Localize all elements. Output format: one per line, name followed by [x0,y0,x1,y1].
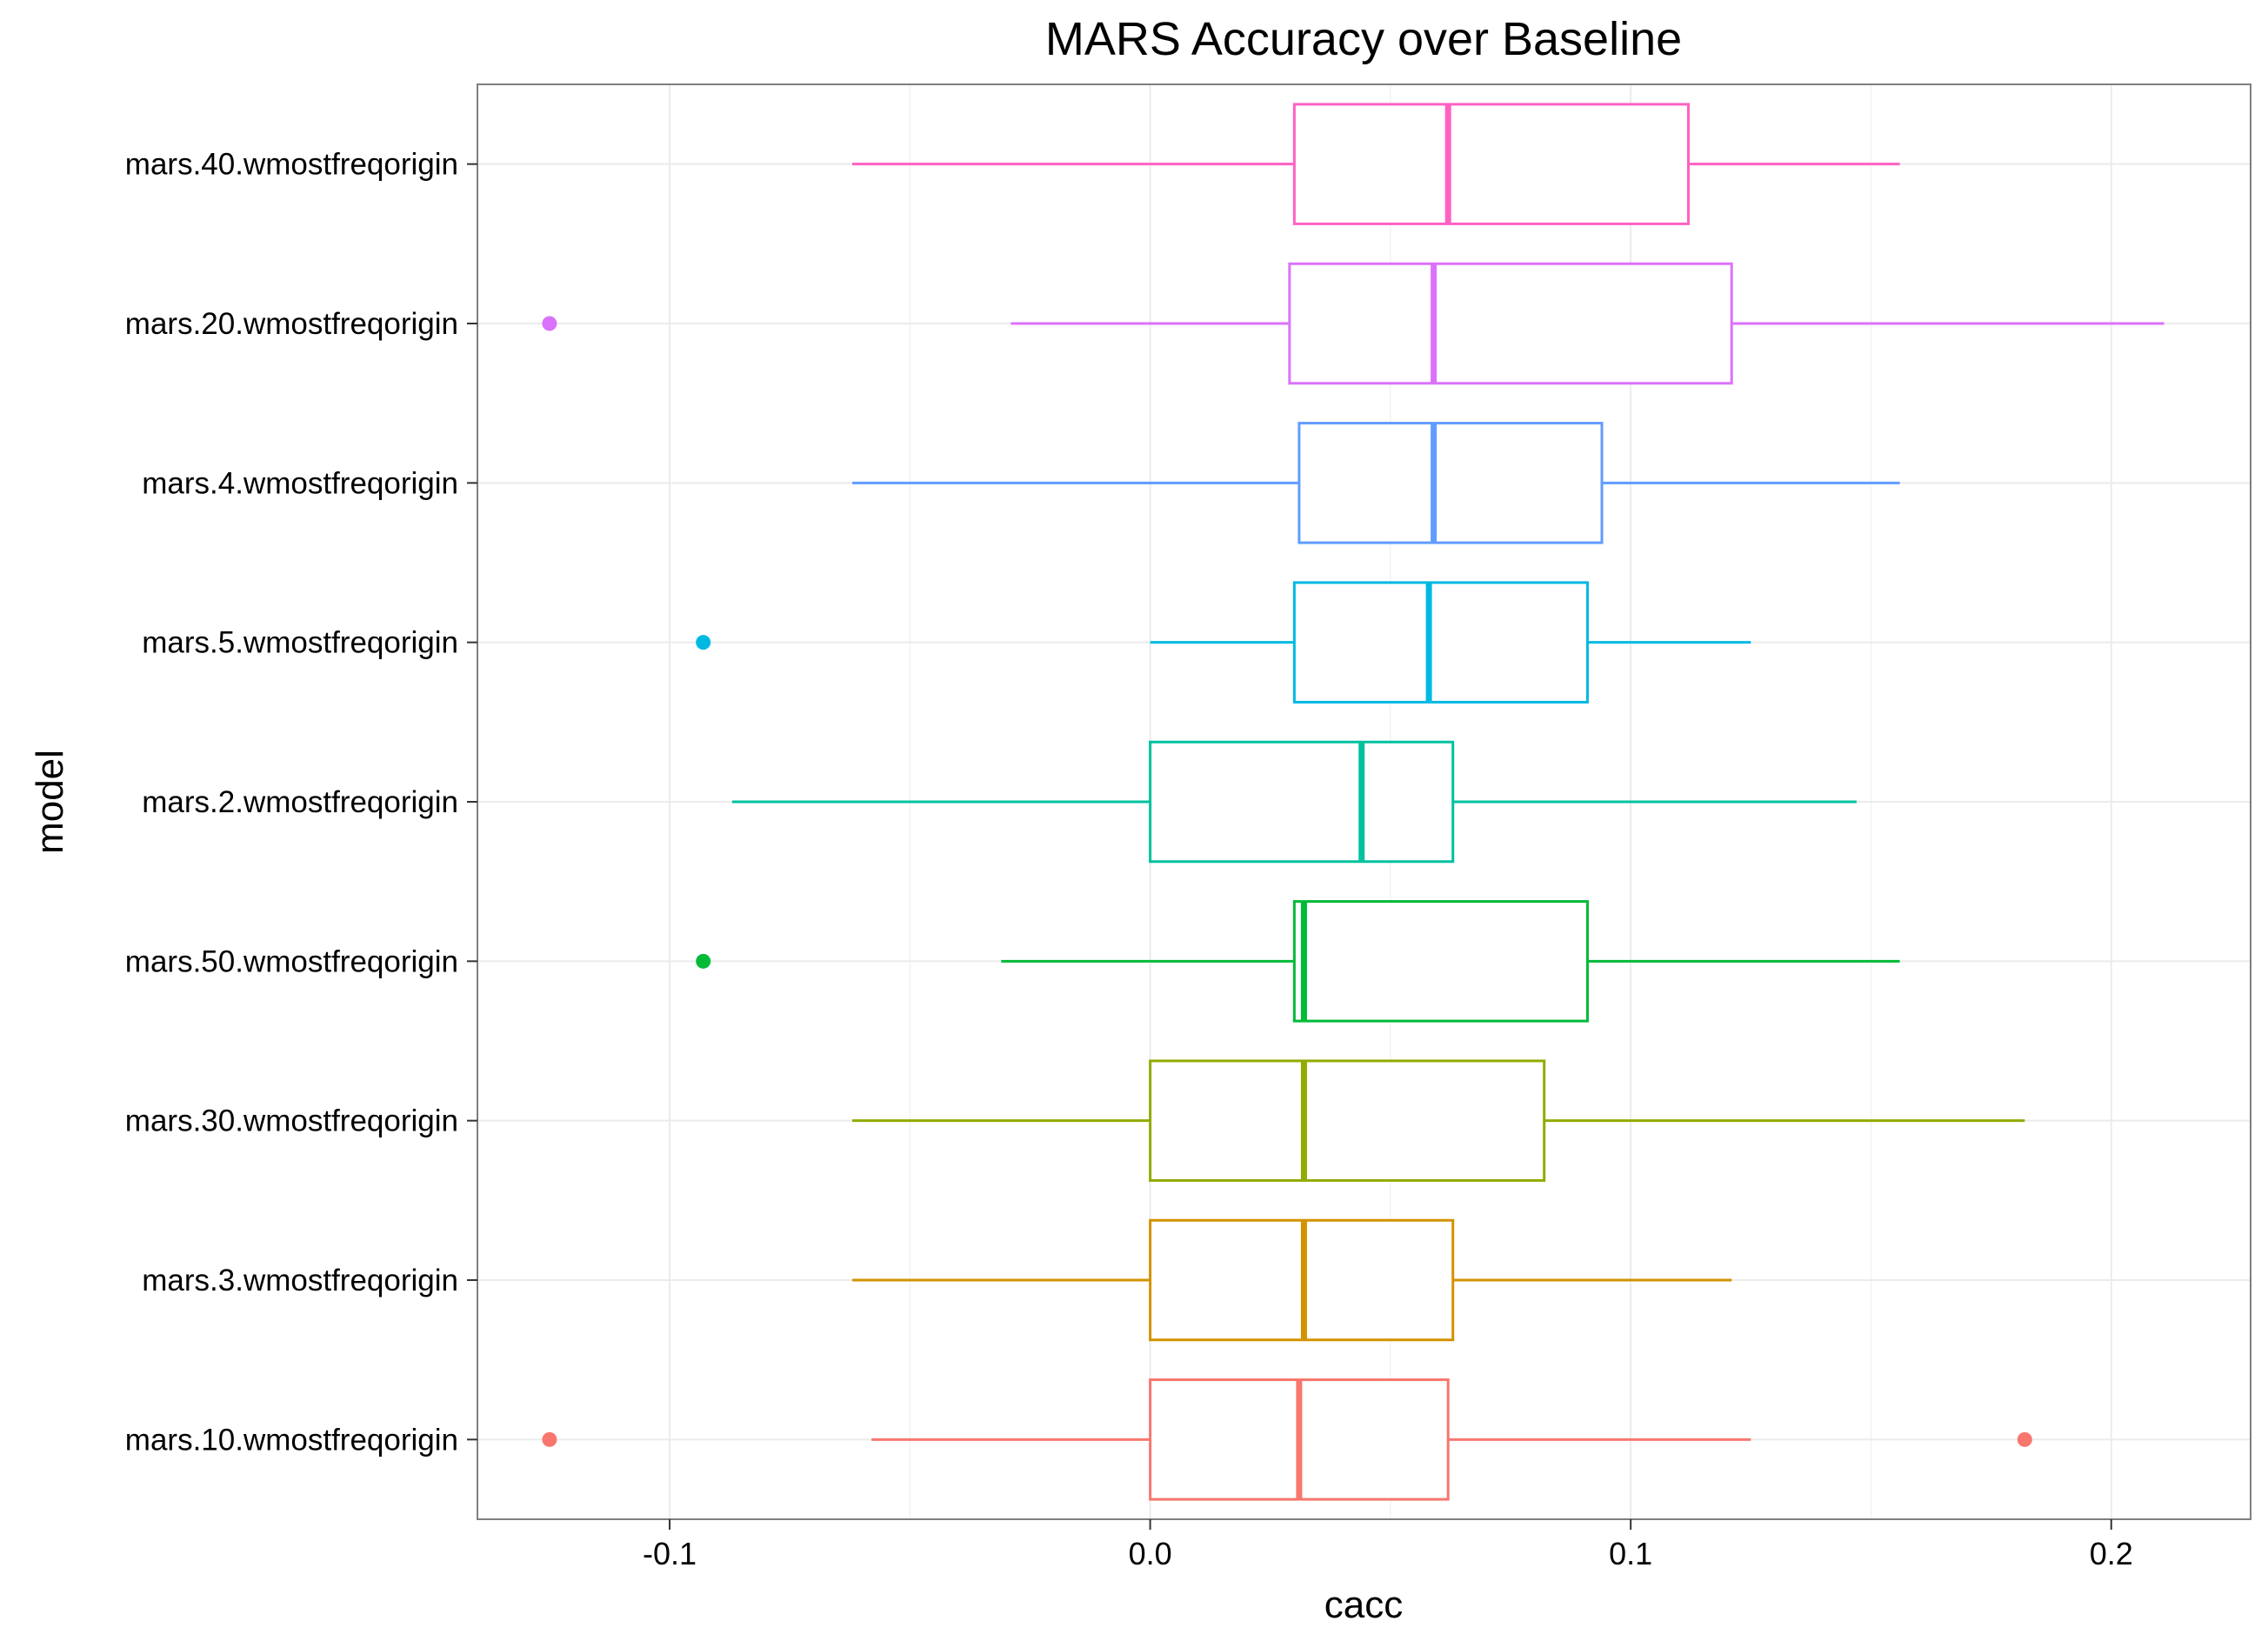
box-mars.5.wmostfreqorigin [696,581,1751,704]
outlier-point [2017,1431,2032,1447]
y-tick-label: mars.4.wmostfreqorigin [142,466,458,500]
box-mars.30.wmostfreqorigin [852,1059,2025,1182]
iqr-box [1297,422,1604,544]
box-mars.10.wmostfreqorigin [542,1378,2032,1501]
y-tick-label: mars.40.wmostfreqorigin [125,148,458,182]
x-tick-label: -0.1 [643,1536,697,1571]
x-tick-label: 0.0 [1129,1536,1172,1571]
box-mars.40.wmostfreqorigin [852,103,1900,225]
outlier-point [696,635,711,650]
box-mars.2.wmostfreqorigin [731,740,1857,864]
iqr-box [1149,740,1455,864]
box-mars.50.wmostfreqorigin [696,900,1900,1023]
y-axis-title: model [29,750,71,854]
axes: -0.1 0.0 0.1 0.2 mars.10.wmostfreqorigin mars… [125,148,2133,1571]
y-tick-label: mars.20.wmostfreqorigin [125,307,458,341]
iqr-box [1292,581,1589,704]
iqr-box [1292,103,1690,225]
box-series [542,103,2165,1501]
box-mars.20.wmostfreqorigin [542,262,2165,385]
iqr-box [1288,262,1733,385]
iqr-box [1292,900,1589,1023]
outlier-point [542,1431,557,1447]
box-mars.3.wmostfreqorigin [852,1218,1732,1342]
y-tick-label: mars.2.wmostfreqorigin [142,785,458,819]
y-tick-label: mars.3.wmostfreqorigin [142,1264,458,1297]
x-tick-label: 0.2 [2090,1536,2133,1571]
box-mars.4.wmostfreqorigin [852,422,1900,544]
y-tick-label: mars.5.wmostfreqorigin [142,626,458,660]
iqr-box [1149,1059,1546,1182]
y-tick-label: mars.50.wmostfreqorigin [125,944,458,978]
y-tick-label: mars.30.wmostfreqorigin [125,1104,458,1138]
outlier-point [696,953,711,969]
y-tick-label: mars.10.wmostfreqorigin [125,1423,458,1457]
x-tick-label: 0.1 [1609,1536,1652,1571]
chart-title: MARS Accuracy over Baseline [1045,13,1682,65]
outlier-point [542,316,557,331]
x-axis-title: cacc [1324,1584,1403,1626]
